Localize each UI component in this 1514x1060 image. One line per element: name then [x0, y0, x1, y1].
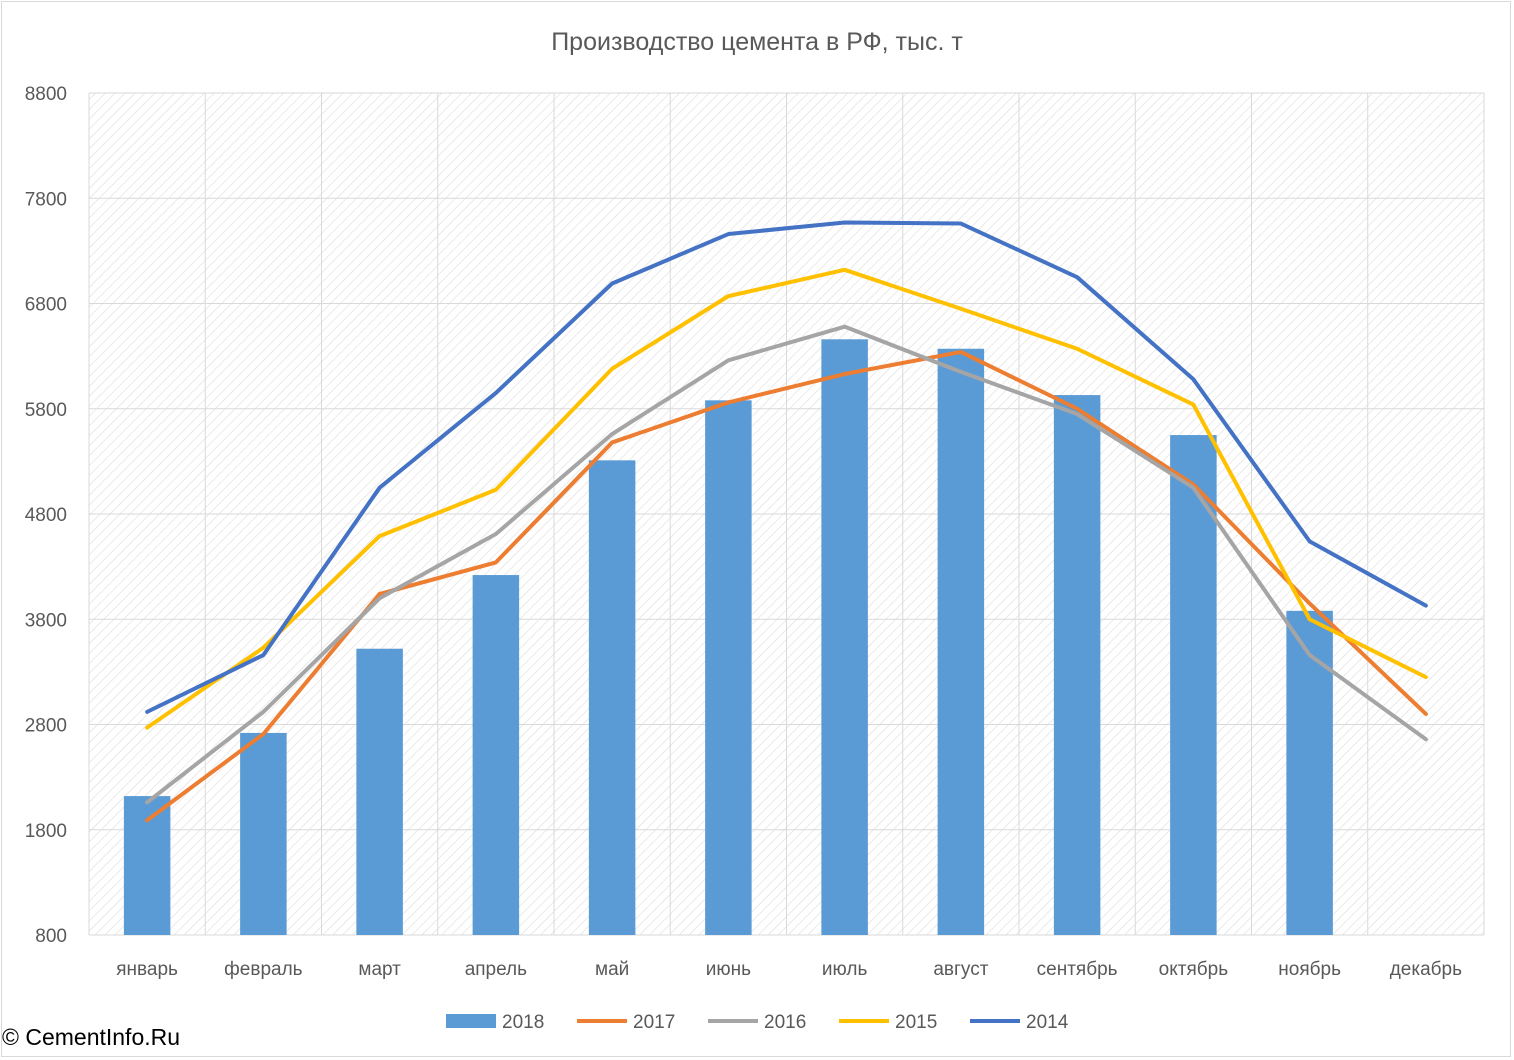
- bar-2018-1: [240, 732, 287, 935]
- legend: 2018 2017 2016 2015 2014: [446, 1012, 1069, 1033]
- line-series-2014: [145, 220, 1428, 714]
- x-tick-label: март: [358, 959, 401, 980]
- line-series-2016: [145, 324, 1428, 805]
- chart-title: Производство цемента в РФ, тыс. т: [551, 28, 963, 56]
- x-axis-ticks: январь февраль март апрель май июнь июль август…: [116, 959, 1462, 980]
- bar-2018-4: [588, 460, 636, 935]
- legend-label: 2017: [633, 1012, 675, 1033]
- x-tick-label: июль: [822, 959, 868, 980]
- x-tick-label: ноябрь: [1278, 959, 1341, 980]
- legend-item-2015: 2015: [839, 1012, 937, 1033]
- y-tick-label: 800: [35, 926, 67, 947]
- legend-item-2014: 2014: [970, 1012, 1069, 1033]
- bar-2018-8: [1053, 395, 1101, 935]
- legend-label: 2016: [764, 1012, 806, 1033]
- y-axis-ticks: 800 1800 2800 3800 4800 5800 6800 7800 8800: [25, 84, 67, 947]
- legend-item-2018: 2018: [446, 1012, 544, 1033]
- legend-label: 2014: [1026, 1012, 1069, 1033]
- y-tick-label: 7800: [25, 189, 67, 210]
- legend-item-2017: 2017: [577, 1012, 675, 1033]
- x-tick-label: июнь: [706, 959, 751, 980]
- copyright: © CementInfo.Ru: [2, 1024, 181, 1050]
- bar-2018-3: [472, 575, 520, 935]
- legend-label: 2018: [502, 1012, 544, 1033]
- grid: [88, 92, 1485, 936]
- x-tick-label: апрель: [465, 959, 527, 980]
- y-tick-label: 8800: [25, 84, 67, 105]
- x-tick-label: декабрь: [1390, 959, 1462, 980]
- y-tick-label: 3800: [25, 610, 67, 631]
- bar-2018-7: [937, 348, 985, 935]
- y-tick-label: 4800: [25, 505, 67, 526]
- x-tick-label: февраль: [224, 959, 303, 980]
- legend-label: 2015: [895, 1012, 937, 1033]
- bar-2018-5: [705, 400, 752, 936]
- y-tick-label: 2800: [25, 716, 67, 737]
- y-tick-label: 6800: [25, 295, 67, 316]
- x-tick-label: январь: [116, 959, 178, 980]
- x-tick-label: октябрь: [1159, 959, 1229, 980]
- bar-2018-2: [356, 648, 403, 935]
- x-tick-label: сентябрь: [1037, 959, 1118, 980]
- line-series-2015: [145, 267, 1428, 730]
- y-tick-label: 1800: [25, 821, 67, 842]
- bar-2018-0: [123, 796, 171, 935]
- x-tick-label: август: [933, 959, 988, 980]
- bars-2018: [123, 339, 1333, 936]
- x-tick-label: май: [595, 959, 629, 980]
- series-lines: [145, 220, 1428, 823]
- bar-2018-10: [1286, 610, 1333, 935]
- bar-2018-6: [821, 339, 868, 935]
- legend-item-2016: 2016: [708, 1012, 806, 1033]
- legend-swatch: [446, 1014, 496, 1028]
- y-tick-label: 5800: [25, 400, 67, 421]
- bar-2018-9: [1170, 435, 1217, 935]
